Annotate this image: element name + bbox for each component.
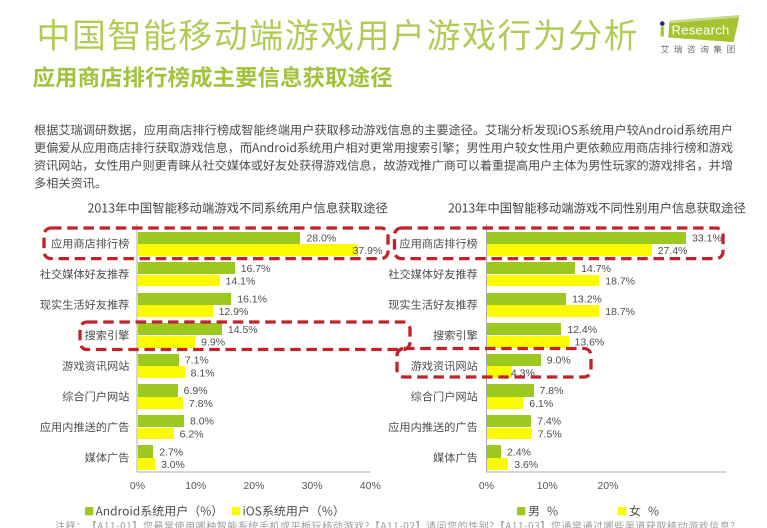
svg-text:13.6%: 13.6% — [575, 337, 605, 349]
svg-text:16.7%: 16.7% — [241, 263, 271, 275]
svg-text:0%: 0% — [479, 480, 494, 492]
svg-text:7.5%: 7.5% — [538, 428, 562, 440]
svg-text:33.1%: 33.1% — [692, 232, 722, 244]
svg-text:37.9%: 37.9% — [353, 245, 383, 257]
svg-text:8.1%: 8.1% — [191, 367, 215, 379]
svg-text:2.4%: 2.4% — [507, 446, 531, 458]
svg-text:28.0%: 28.0% — [306, 232, 336, 244]
svg-text:10%: 10% — [185, 480, 206, 492]
svg-text:14.1%: 14.1% — [226, 276, 256, 288]
svg-text:14.5%: 14.5% — [228, 324, 258, 336]
svg-text:13.2%: 13.2% — [572, 293, 602, 305]
svg-text:7.4%: 7.4% — [537, 416, 561, 428]
svg-text:16.1%: 16.1% — [237, 293, 267, 305]
svg-text:40%: 40% — [360, 480, 381, 492]
svg-text:12.4%: 12.4% — [567, 324, 597, 336]
svg-text:20%: 20% — [597, 480, 618, 492]
svg-text:6.2%: 6.2% — [180, 428, 204, 440]
svg-text:9.0%: 9.0% — [547, 355, 571, 367]
svg-text:0%: 0% — [130, 480, 145, 492]
svg-text:18.7%: 18.7% — [605, 276, 635, 288]
svg-text:6.1%: 6.1% — [529, 398, 553, 410]
svg-text:20%: 20% — [243, 480, 264, 492]
svg-text:2.7%: 2.7% — [159, 446, 183, 458]
svg-text:18.7%: 18.7% — [605, 306, 635, 318]
svg-text:12.9%: 12.9% — [219, 306, 249, 318]
svg-text:10%: 10% — [537, 480, 558, 492]
svg-text:Research: Research — [672, 23, 730, 38]
svg-text:7.8%: 7.8% — [540, 385, 564, 397]
svg-text:6.9%: 6.9% — [184, 385, 208, 397]
svg-text:7.1%: 7.1% — [185, 355, 209, 367]
svg-text:9.9%: 9.9% — [201, 337, 225, 349]
svg-text:3.6%: 3.6% — [514, 459, 538, 471]
svg-text:3.0%: 3.0% — [161, 459, 185, 471]
svg-text:30%: 30% — [302, 480, 323, 492]
svg-text:8.0%: 8.0% — [190, 416, 214, 428]
svg-text:27.4%: 27.4% — [658, 245, 688, 257]
svg-text:14.7%: 14.7% — [581, 263, 611, 275]
svg-text:7.8%: 7.8% — [189, 398, 213, 410]
